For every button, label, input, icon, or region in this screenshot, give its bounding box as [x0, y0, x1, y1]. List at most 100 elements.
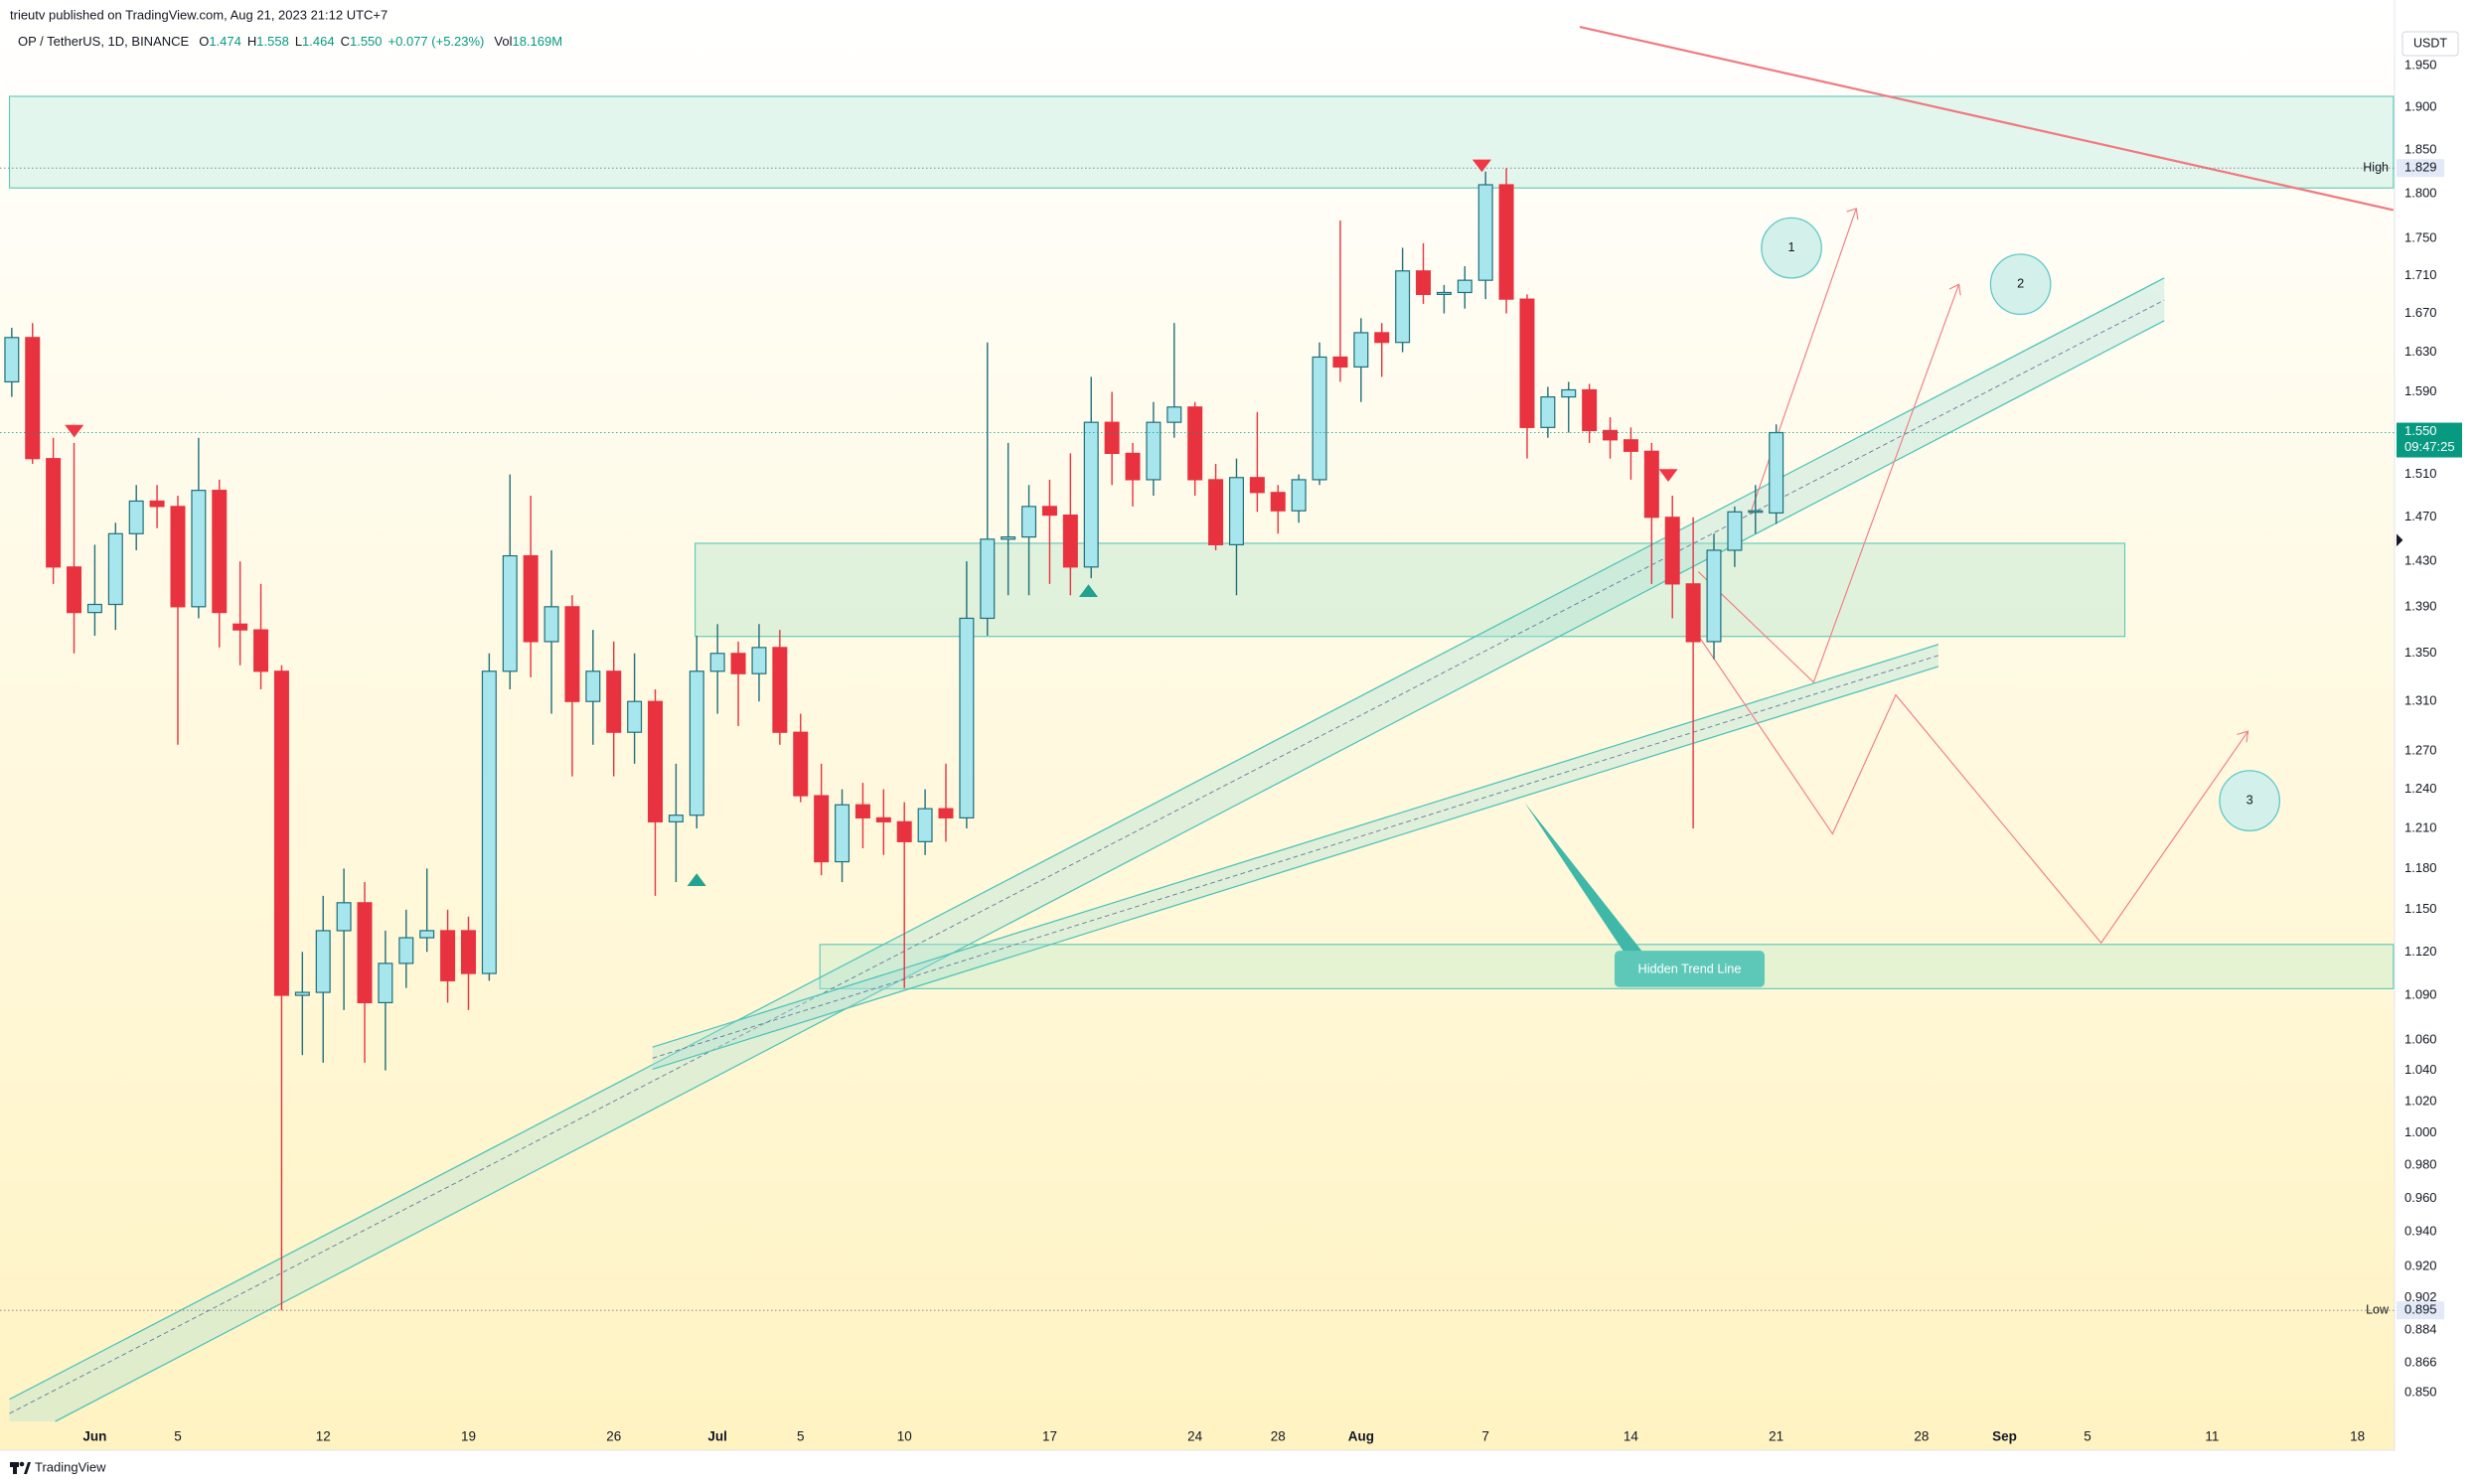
candle-body-down — [1208, 479, 1224, 545]
x-tick-label: 5 — [2084, 1429, 2091, 1444]
x-tick-label: 5 — [174, 1429, 182, 1444]
price-axis-background — [2395, 0, 2477, 1484]
x-tick-label: 28 — [1914, 1429, 1929, 1444]
high-label: H — [247, 34, 256, 49]
y-tick-label: 1.090 — [2404, 986, 2437, 1001]
x-tick-label: 14 — [1624, 1429, 1639, 1444]
low-value: 1.464 — [302, 34, 335, 49]
y-tick-label: 0.866 — [2404, 1355, 2437, 1370]
plot-background — [0, 0, 2395, 1450]
publisher: trieutv published on TradingView.com, Au… — [10, 7, 387, 22]
signal-down — [1658, 469, 1678, 482]
candle-body-down — [648, 700, 663, 822]
x-tick-label: Sep — [1992, 1429, 2017, 1444]
candle-body-down — [772, 647, 788, 733]
candle-body-down — [523, 554, 539, 643]
candle-body-up — [1457, 279, 1472, 294]
candle-body-up — [128, 500, 144, 534]
candle-body-down — [46, 458, 62, 568]
channel-mid — [9, 299, 2165, 1414]
y-tick-label: 1.850 — [2404, 141, 2437, 156]
close-value: 1.550 — [350, 34, 383, 49]
y-tick-label: 1.020 — [2404, 1093, 2437, 1108]
arrowhead-2 — [1948, 283, 1961, 296]
axis-pointer — [2397, 533, 2403, 547]
x-tick-label: 18 — [2350, 1429, 2365, 1444]
candle-body-down — [357, 902, 373, 1004]
signal-up — [687, 873, 706, 886]
x-tick-label: Aug — [1348, 1429, 1374, 1444]
candle-body-down — [25, 337, 41, 460]
y-tick-label: 1.390 — [2404, 598, 2437, 613]
candle-body-up — [419, 930, 435, 939]
drawings: Hidden Trend Line 1 2 3 — [8, 25, 2403, 1422]
y-tick-label: 1.800 — [2404, 185, 2437, 200]
candle-body-down — [253, 629, 269, 672]
candle-body-up — [1291, 479, 1307, 512]
y-tick-label: 1.120 — [2404, 944, 2437, 959]
candle-body-up — [627, 700, 643, 733]
x-tick-label: 26 — [606, 1429, 621, 1444]
logo-part — [24, 1462, 31, 1474]
candle-body-up — [1353, 332, 1369, 369]
candle-body-down — [730, 653, 746, 674]
supply-zone — [8, 95, 2395, 189]
y-tick-label: 1.000 — [2404, 1124, 2437, 1139]
x-tick-label: Jun — [82, 1429, 106, 1444]
currency-box — [2401, 31, 2459, 57]
high-marker-label: High — [2363, 160, 2389, 174]
x-tick-label: 24 — [1187, 1429, 1203, 1444]
last-price-box — [2397, 422, 2462, 458]
candle-body-up — [1395, 270, 1411, 344]
candle-body-up — [1706, 549, 1722, 643]
candle-body-down — [1582, 388, 1598, 432]
candle-body-up — [835, 804, 851, 863]
hidden-channel-lower — [652, 666, 1939, 1071]
y-tick-label: 0.940 — [2404, 1224, 2437, 1239]
x-tick-label: 5 — [797, 1429, 805, 1444]
candle-body-down — [814, 795, 830, 863]
open-value: 1.474 — [209, 34, 241, 49]
candle-body-down — [1685, 583, 1701, 643]
candle-body-down — [1125, 452, 1141, 481]
x-tick-label: 21 — [1769, 1429, 1783, 1444]
candle-body-down — [460, 930, 476, 974]
arrowhead-1 — [1846, 208, 1859, 221]
brand-logo — [10, 1461, 31, 1474]
callout-box — [1614, 951, 1766, 987]
candle-body-up — [1436, 291, 1452, 295]
candle-body-up — [294, 991, 310, 996]
y-tick-label: 1.180 — [2404, 860, 2437, 875]
candle-body-down — [67, 566, 82, 614]
wave-circle — [2219, 770, 2281, 831]
y-tick-label: 1.210 — [2404, 819, 2437, 834]
arrowhead-3 — [2237, 730, 2249, 743]
y-tick-label: 1.310 — [2404, 693, 2437, 708]
volume-value: 18.169M — [512, 34, 562, 49]
candle-body-down — [1374, 332, 1390, 344]
candle-body-up — [502, 554, 518, 672]
x-tick-label: 11 — [2205, 1429, 2219, 1444]
projection-3 — [1689, 623, 2249, 945]
candle-body-up — [481, 670, 497, 974]
candle-body-up — [1769, 431, 1784, 515]
wave-circle — [1989, 253, 2052, 316]
candle-body-up — [668, 815, 684, 822]
candle-body-down — [170, 506, 186, 608]
y-tick-label: 0.920 — [2404, 1258, 2437, 1272]
hidden-channel-upper — [652, 644, 1939, 1048]
high-marker-value: 1.829 — [2404, 160, 2437, 175]
volume-label: Vol — [494, 34, 512, 49]
candle-body-up — [543, 606, 559, 643]
low-marker-box — [2397, 1301, 2444, 1320]
channel-fill — [9, 277, 2165, 1422]
candle-body-up — [1166, 406, 1182, 423]
high-marker-box — [2397, 159, 2444, 178]
y-tick-label: 1.710 — [2404, 267, 2437, 282]
candle-body-up — [959, 617, 975, 818]
candle-body-down — [1664, 517, 1680, 585]
y-tick-label: 0.960 — [2404, 1190, 2437, 1205]
candle-body-down — [1270, 492, 1286, 512]
candle-body-up — [1312, 356, 1327, 481]
